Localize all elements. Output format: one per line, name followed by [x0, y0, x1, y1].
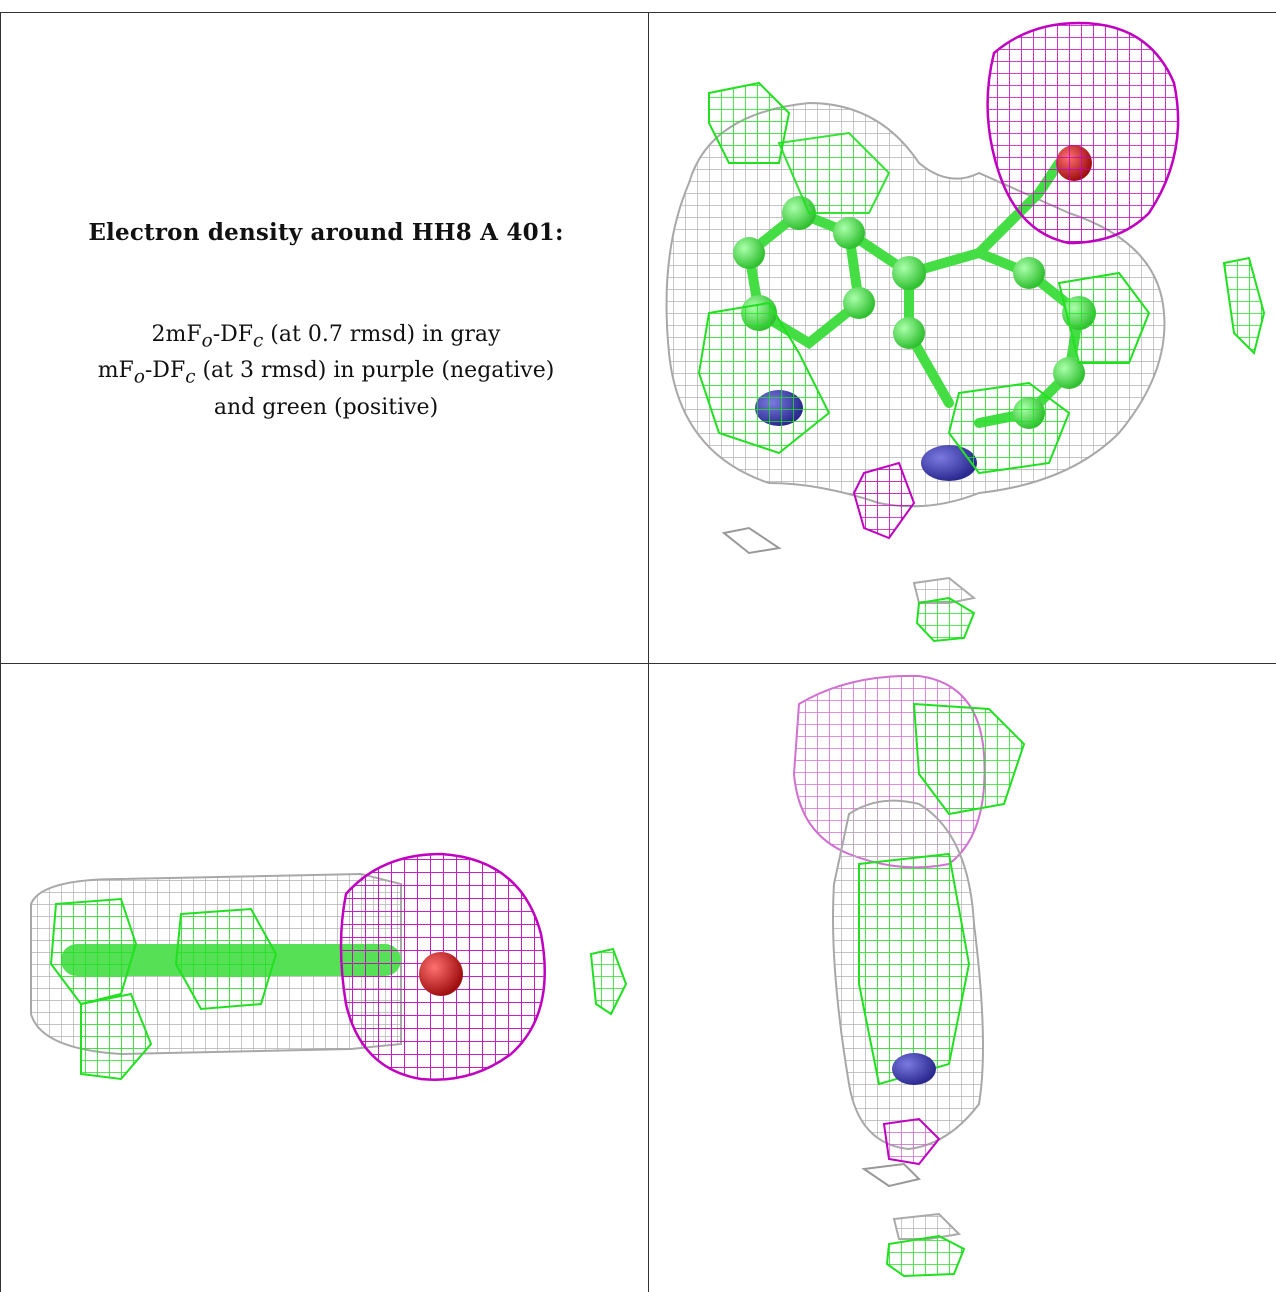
green-mesh-end	[858, 702, 1026, 1086]
middle-divider	[648, 12, 649, 1292]
panel-side-view	[1, 664, 648, 1292]
caption-line-2mfo: 2mFo-DFc (at 0.7 rmsd) in gray	[151, 322, 501, 352]
purple-mesh-top	[986, 21, 1180, 245]
oxygen-atom-side	[419, 952, 463, 996]
left-border	[0, 12, 1, 1292]
purple-mesh-small	[852, 461, 916, 540]
caption-title: Electron density around HH8 A 401:	[88, 219, 564, 246]
caption-cell: Electron density around HH8 A 401: 2mFo-…	[1, 13, 647, 663]
top-border	[0, 12, 1276, 13]
green-mesh-lobes-side	[49, 897, 278, 1081]
green-fragment-side	[589, 947, 628, 1016]
caption-description: 2mFo-DFc (at 0.7 rmsd) in gray mFo-DFc (…	[31, 320, 621, 423]
caption: Electron density around HH8 A 401: 2mFo-…	[31, 219, 621, 423]
nitrogen-atom-end	[892, 1053, 936, 1085]
density-mesh-side-view	[30, 852, 628, 1081]
caption-line-mfo: mFo-DFc (at 3 rmsd) in purple (negative)	[97, 358, 555, 388]
purple-mesh-end-lower	[882, 1117, 941, 1166]
row-divider	[0, 663, 1276, 664]
green-mesh-lobes	[697, 81, 1266, 475]
density-mesh-end-view	[792, 674, 1026, 1278]
green-fragment-end-bottom	[885, 1234, 966, 1278]
gray-fragment-end-bottom	[892, 1212, 962, 1240]
panel-end-view	[649, 664, 1276, 1292]
caption-line-green: and green (positive)	[213, 394, 439, 420]
nitrogen-atom-right	[921, 445, 977, 481]
density-mesh-top-view	[665, 21, 1266, 643]
gray-fragment-left	[721, 526, 782, 555]
gray-fragment-bottom	[912, 576, 977, 604]
green-fragment-bottom	[915, 596, 976, 643]
panel-top-view	[649, 13, 1276, 663]
gray-fragment-end	[861, 1162, 921, 1188]
